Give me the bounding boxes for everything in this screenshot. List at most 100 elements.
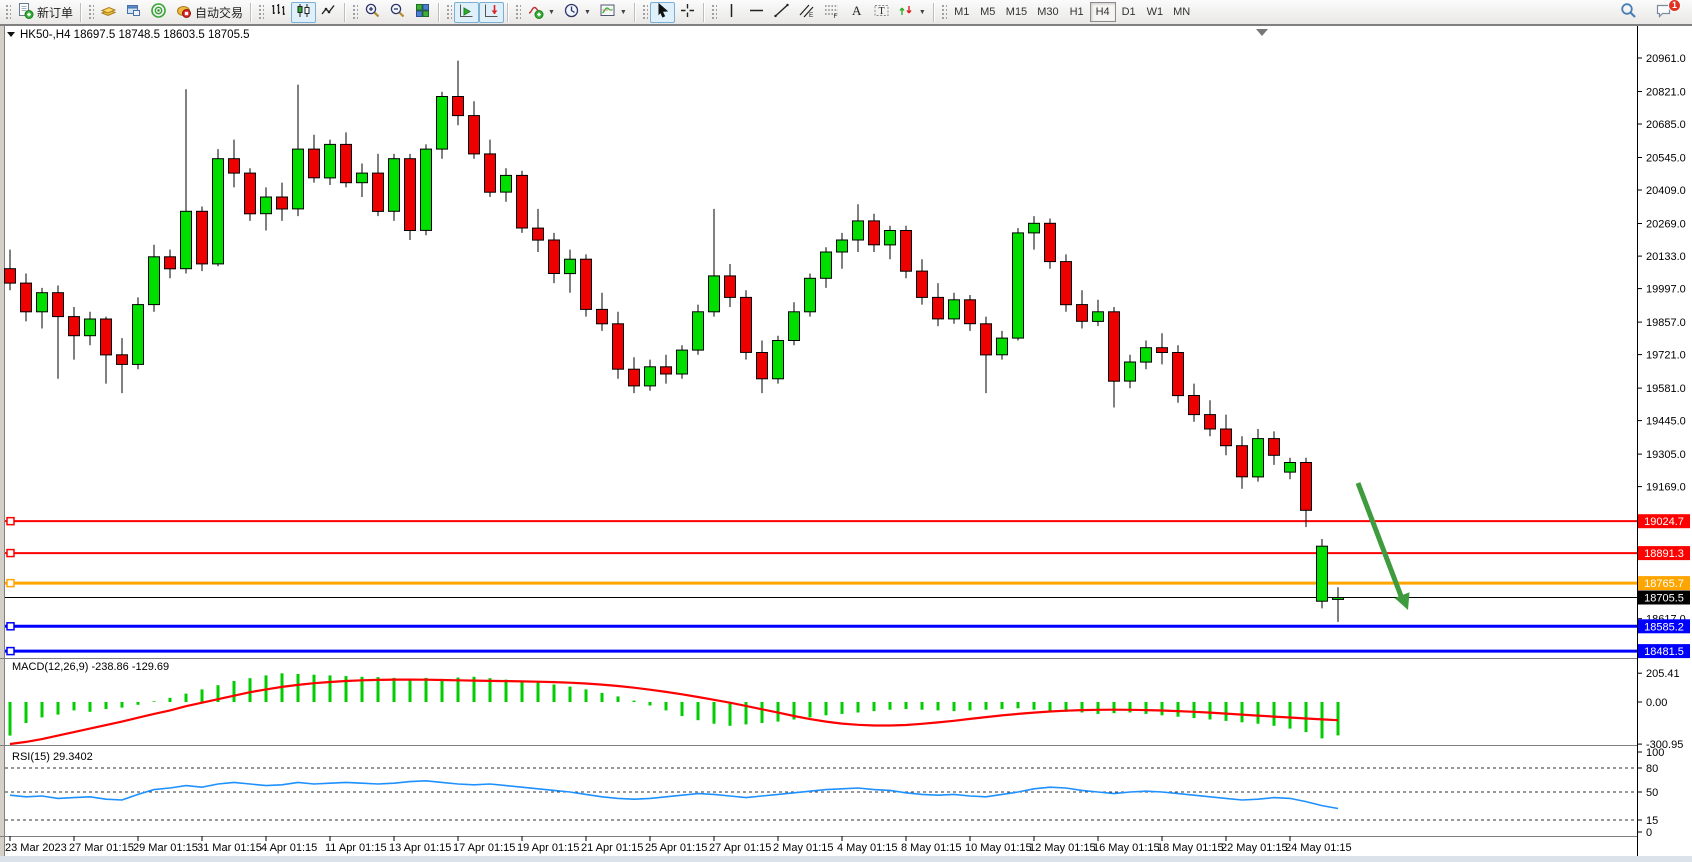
chart-line-button[interactable] — [316, 2, 341, 23]
line-handle[interactable] — [6, 578, 15, 588]
crosshair-button[interactable] — [675, 2, 700, 23]
chevron-down-icon[interactable]: ▼ — [619, 8, 627, 16]
toolbar-grip[interactable] — [939, 3, 947, 21]
timeframe-MN-button[interactable]: MN — [1173, 6, 1191, 18]
chart-bars-icon — [270, 2, 287, 22]
tile-windows-button[interactable] — [410, 2, 435, 23]
chart-line-icon — [320, 2, 337, 22]
price-tick-label: 19997.0 — [1646, 284, 1686, 296]
candle-body — [676, 349, 688, 375]
text-label-button[interactable]: T — [869, 2, 894, 23]
svg-text:18481.5: 18481.5 — [1644, 646, 1684, 658]
chart-shift-marker[interactable] — [1256, 29, 1268, 36]
candle-body — [964, 299, 976, 325]
candle-body — [404, 158, 416, 231]
toolbar-grip[interactable] — [514, 3, 522, 21]
candle-body — [1124, 361, 1136, 382]
time-tick-label: 8 May 01:15 — [901, 842, 962, 854]
timeframe-M15-button[interactable]: M15 — [1005, 6, 1028, 18]
vertical-line-button[interactable] — [719, 2, 744, 23]
toolbar-grip[interactable] — [709, 3, 717, 21]
candle-body — [420, 148, 432, 231]
templates-button[interactable]: ▼ — [595, 2, 631, 23]
chevron-down-icon[interactable]: ▼ — [548, 8, 555, 16]
trendline-button[interactable] — [769, 2, 794, 23]
fibonacci-button[interactable]: F — [819, 2, 844, 23]
horizontal-line-button[interactable] — [744, 2, 769, 23]
toolbar-grip[interactable] — [87, 3, 95, 21]
candle-body — [4, 268, 16, 284]
equidistant-channel-button[interactable]: E — [794, 2, 819, 23]
chat-button[interactable]: 1 — [1651, 0, 1681, 23]
candle-body — [372, 172, 384, 212]
price-tick-label: 20685.0 — [1646, 119, 1686, 131]
signals-button[interactable] — [146, 2, 171, 23]
candle-body — [276, 196, 288, 210]
toolbar-grip[interactable] — [257, 3, 265, 21]
candle-body — [820, 251, 832, 279]
time-tick-label: 29 Mar 01:15 — [133, 842, 198, 854]
candle-body — [852, 220, 864, 241]
candle-body — [1316, 545, 1328, 602]
arrows-button[interactable]: ▼ — [894, 2, 930, 23]
price-tick-label: 20821.0 — [1646, 87, 1686, 99]
line-handle[interactable] — [6, 548, 15, 558]
timeframe-M1-button[interactable]: M1 — [954, 6, 970, 18]
toolbar-grip[interactable] — [640, 3, 648, 21]
chart-shift-button[interactable] — [479, 1, 505, 23]
chart-bars-button[interactable] — [266, 2, 291, 23]
candle-body — [564, 258, 576, 275]
toolbar-separator — [932, 2, 935, 22]
navigator-button[interactable] — [121, 2, 146, 23]
toolbar-grip[interactable] — [351, 3, 359, 21]
cursor-icon — [654, 2, 671, 22]
toolbar-grip[interactable] — [4, 3, 11, 21]
toolbar-separator — [507, 2, 510, 22]
candle-body — [1236, 445, 1248, 478]
time-tick-label: 4 Apr 01:15 — [261, 842, 317, 854]
zoom-in-button[interactable] — [360, 2, 385, 23]
candle-body — [596, 308, 608, 325]
timeframe-H1-button[interactable]: H1 — [1069, 6, 1084, 18]
chart-candles-button[interactable] — [291, 1, 317, 23]
candle-body — [1220, 428, 1232, 447]
indicators-button[interactable]: ▼ — [523, 2, 559, 23]
trend-arrow-annotation[interactable] — [1355, 482, 1410, 610]
timeframe-W1-button[interactable]: W1 — [1146, 6, 1164, 18]
toolbar-separator — [438, 2, 441, 22]
text-button[interactable]: A — [844, 2, 869, 23]
chevron-down-icon[interactable]: ▼ — [918, 8, 926, 16]
cursor-button[interactable] — [649, 1, 675, 23]
timeframe-M5-button[interactable]: M5 — [980, 6, 996, 18]
time-tick-label: 16 May 01:15 — [1093, 842, 1160, 854]
price-axis[interactable]: 20961.0 20821.0 20685.0 20545.0 20409.0 20269… — [1637, 26, 1692, 856]
toolbar-grip[interactable] — [445, 3, 453, 21]
price-badge: 19024.7 — [1638, 514, 1690, 529]
candle-body — [900, 230, 912, 272]
line-handle[interactable] — [6, 646, 15, 656]
time-axis[interactable]: 23 Mar 2023 27 Mar 01:15 29 Mar 01:15 31 Ma… — [5, 836, 1352, 854]
candle-body — [772, 340, 784, 380]
time-tick-label: 27 Mar 01:15 — [69, 842, 134, 854]
candle-body — [1012, 232, 1024, 339]
periods-button[interactable]: ▼ — [559, 2, 595, 23]
line-handle[interactable] — [6, 622, 15, 631]
market-watch-button[interactable] — [96, 2, 121, 23]
candle-body — [1172, 352, 1184, 397]
time-tick-label: 11 Apr 01:15 — [325, 842, 387, 854]
chevron-down-icon[interactable]: ▼ — [583, 8, 591, 16]
auto-scroll-button[interactable] — [454, 1, 480, 23]
title-collapse-icon[interactable] — [7, 32, 15, 37]
candle-body — [484, 153, 496, 193]
new-order-button[interactable]: 新订单 — [13, 2, 77, 23]
line-handle[interactable] — [6, 516, 15, 526]
zoom-out-button[interactable] — [385, 2, 410, 23]
timeframe-D1-button[interactable]: D1 — [1121, 6, 1136, 18]
autotrading-button[interactable]: 自动交易 — [171, 2, 247, 23]
search-button[interactable] — [1616, 2, 1641, 23]
svg-text:18705.5: 18705.5 — [1644, 593, 1684, 605]
time-tick-label: 12 May 01:15 — [1029, 842, 1096, 854]
autotrading-icon — [175, 2, 192, 22]
timeframe-M30-button[interactable]: M30 — [1037, 6, 1059, 18]
timeframe-H4-button[interactable]: H4 — [1089, 2, 1116, 22]
